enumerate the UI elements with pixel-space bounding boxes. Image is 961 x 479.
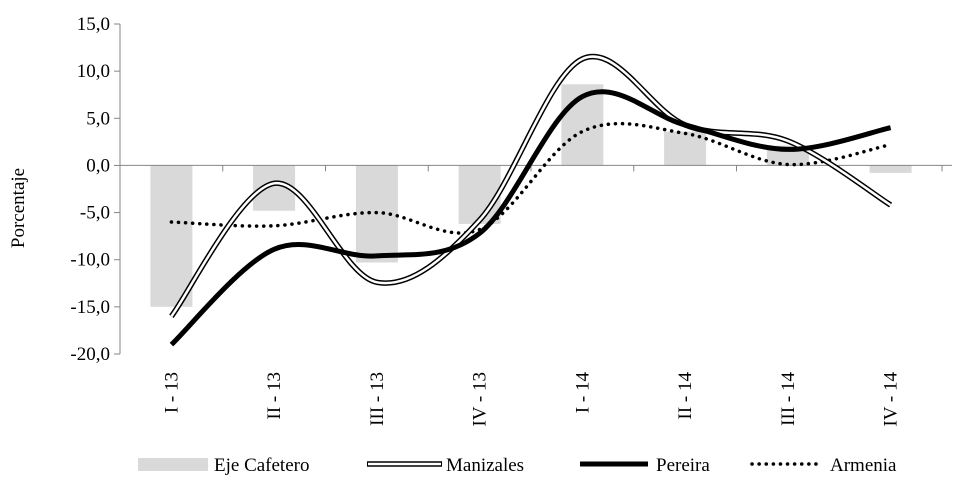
legend-label-eje-cafetero: Eje Cafetero [214, 455, 309, 476]
x-tick-label-8: IV - 14 [881, 372, 902, 427]
lines-layer [169, 53, 893, 347]
y-tick-label-5: -5,0 [80, 203, 110, 224]
x-tick-label-6: II - 14 [675, 372, 696, 420]
y-tick-label-2: 10,0 [77, 61, 110, 82]
y-tick-label-4: 0,0 [86, 155, 110, 176]
y-tick-label-1: 15,0 [77, 14, 110, 35]
x-tick-label-3: III - 13 [367, 372, 388, 426]
bar-8 [869, 165, 912, 173]
x-tick-label-5: I - 14 [572, 372, 593, 414]
x-tick-label-2: II - 13 [264, 372, 285, 419]
bar-1 [150, 165, 193, 307]
x-tick-label-1: I - 13 [161, 372, 182, 413]
legend-label-pereira: Pereira [656, 455, 710, 476]
y-tick-labels: 15,0 10,0 5,0 0,0 -5,0 -10,0 -15,0 -20,0 [70, 14, 110, 365]
line-manizales-inner [170, 55, 892, 318]
line-armenia [169, 121, 893, 235]
legend: Eje Cafetero Manizales Pereira Armenia [138, 455, 897, 476]
y-axis-label: Porcentaje [8, 168, 29, 248]
y-tick-label-7: -15,0 [70, 297, 110, 318]
legend-swatch-eje-cafetero [138, 458, 208, 471]
bars-layer [150, 84, 912, 307]
x-tick-label-7: III - 14 [778, 372, 799, 426]
bar-4 [458, 165, 501, 224]
legend-label-manizales: Manizales [446, 455, 524, 476]
axes-layer [114, 23, 952, 355]
x-tick-label-4: IV - 13 [470, 372, 491, 427]
y-tick-label-3: 5,0 [86, 108, 110, 129]
y-tick-label-6: -10,0 [70, 250, 110, 271]
x-tick-labels: I - 13 II - 13 III - 13 IV - 13 I - 14 II - 1… [161, 372, 901, 427]
legend-label-armenia: Armenia [830, 455, 897, 476]
line-pereira [169, 89, 892, 347]
y-tick-label-8: -20,0 [70, 344, 110, 365]
